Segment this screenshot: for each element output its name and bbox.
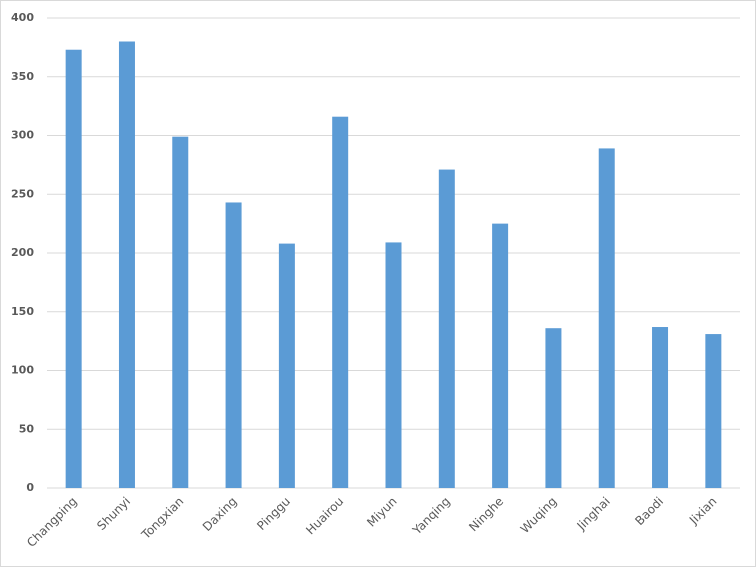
- y-tick-label: 300: [11, 129, 34, 142]
- bar: [278, 243, 295, 488]
- bar: [332, 116, 349, 488]
- y-tick-label: 200: [11, 246, 34, 259]
- y-tick-label: 0: [26, 481, 34, 494]
- bar: [172, 136, 189, 489]
- bar: [385, 242, 402, 488]
- y-tick-label: 400: [11, 11, 34, 24]
- bar: [65, 49, 82, 488]
- bar: [438, 169, 455, 488]
- bar: [598, 148, 615, 489]
- bar: [225, 202, 242, 488]
- y-tick-label: 150: [11, 305, 34, 318]
- bar: [545, 328, 562, 488]
- bar: [118, 41, 135, 488]
- y-tick-label: 50: [19, 422, 35, 435]
- y-tick-label: 100: [11, 364, 34, 377]
- y-tick-label: 250: [11, 187, 34, 200]
- bar: [492, 223, 509, 488]
- bar: [705, 334, 722, 488]
- bar: [652, 327, 669, 488]
- y-tick-label: 350: [11, 70, 34, 83]
